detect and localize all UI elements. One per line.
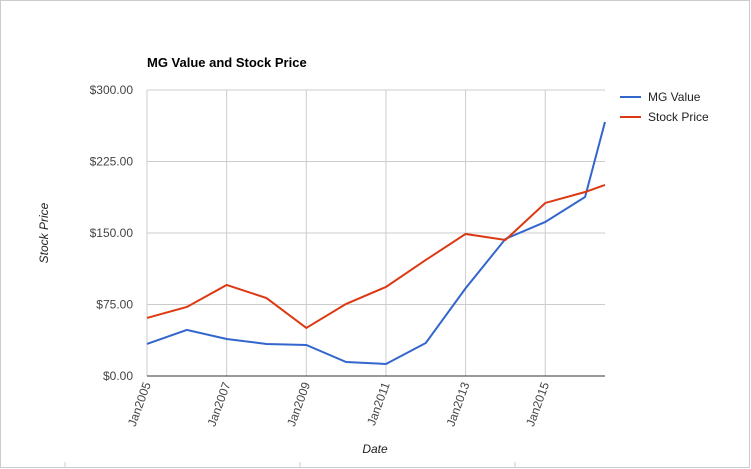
x-axis-title: Date xyxy=(362,442,388,456)
y-tick-label: $0.00 xyxy=(103,369,133,383)
y-tick-label: $75.00 xyxy=(96,298,133,312)
chart-title: MG Value and Stock Price xyxy=(147,55,307,70)
y-tick-label: $225.00 xyxy=(90,155,134,169)
legend-label: Stock Price xyxy=(648,110,709,124)
y-tick-label: $300.00 xyxy=(90,83,134,97)
y-axis-title: Stock Price xyxy=(37,202,51,263)
data-line xyxy=(146,184,606,330)
y-tick-label: $150.00 xyxy=(90,226,134,240)
data-line xyxy=(146,121,606,366)
legend-label: MG Value xyxy=(648,90,701,104)
